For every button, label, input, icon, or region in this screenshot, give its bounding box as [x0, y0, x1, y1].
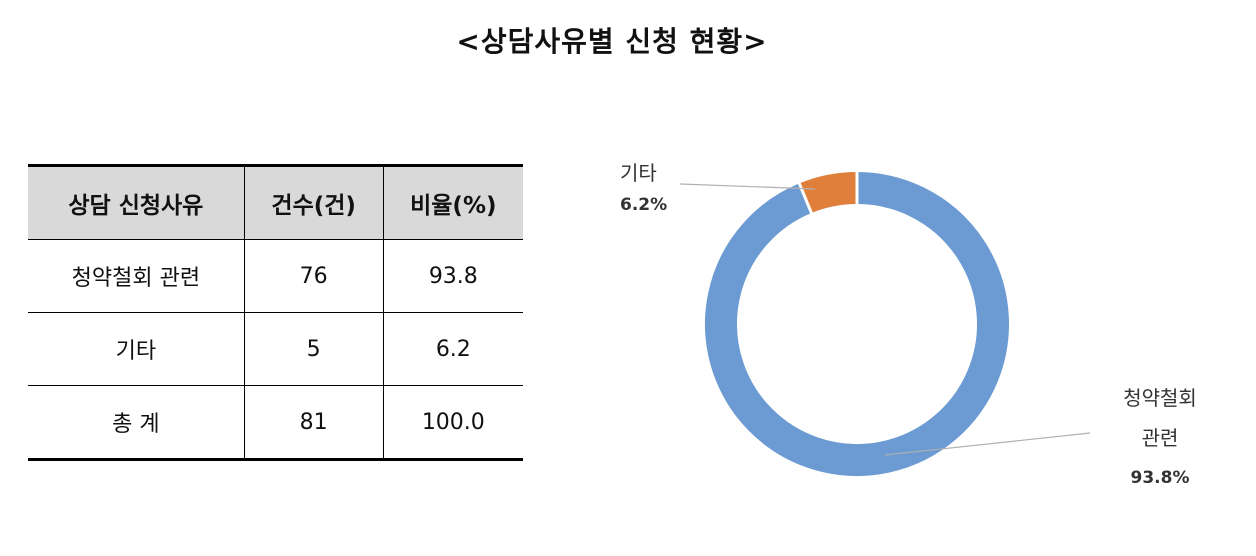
header-count: 건수(건) [243, 164, 384, 240]
header-ratio: 비율(%) [382, 164, 523, 240]
slice-label-name: 기타 [620, 161, 657, 185]
table-row-total: 총 계 81 100.0 [28, 385, 523, 461]
row-count: 5 [243, 312, 384, 386]
donut-slice [799, 172, 858, 214]
row-count: 81 [243, 385, 384, 461]
slice-label-name: 청약철회 [1123, 386, 1197, 410]
row-ratio: 93.8 [382, 239, 523, 313]
table-row: 기타 5 6.2 [28, 312, 523, 386]
row-reason: 청약철회 관련 [28, 239, 245, 313]
leader-line [679, 183, 816, 190]
table-row: 청약철회 관련 76 93.8 [28, 239, 523, 313]
row-reason: 기타 [28, 312, 245, 386]
slice-label-percent: 6.2% [620, 195, 667, 215]
row-reason: 총 계 [28, 385, 245, 461]
row-count: 76 [243, 239, 384, 313]
row-ratio: 6.2 [382, 312, 523, 386]
label-leaders [679, 183, 1091, 456]
page-title: <상담사유별 신청 현황> [456, 25, 768, 58]
leader-line [884, 432, 1091, 456]
row-ratio: 100.0 [382, 385, 523, 461]
header-reason: 상담 신청사유 [28, 164, 245, 240]
donut-slice [705, 172, 1009, 476]
slice-label-name: 관련 [1142, 426, 1179, 450]
slice-label-percent: 93.8% [1131, 468, 1190, 488]
table-header-row: 상담 신청사유 건수(건) 비율(%) [28, 164, 523, 240]
donut-slices [705, 171, 1009, 476]
summary-table: 상담 신청사유 건수(건) 비율(%) 청약철회 관련 76 93.8 기타 5… [28, 164, 523, 461]
slice-separator [797, 181, 814, 215]
